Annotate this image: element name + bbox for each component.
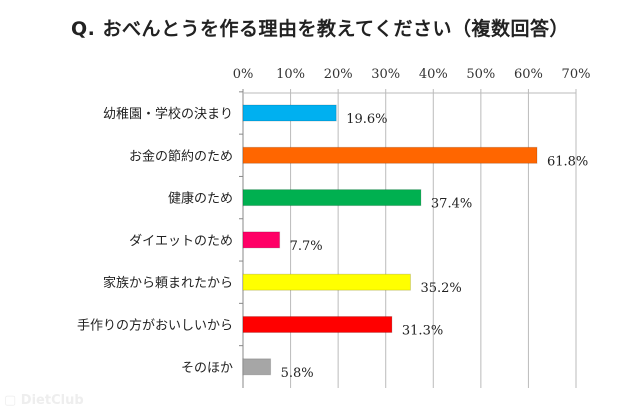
tick-label: 30% <box>371 67 400 82</box>
tick-label: 50% <box>466 67 495 82</box>
tick-label: 10% <box>276 67 305 82</box>
tick-label: 70% <box>562 67 591 82</box>
data-label: 5.8% <box>281 366 314 381</box>
bar <box>242 104 337 122</box>
data-label: 37.4% <box>431 197 472 212</box>
category-label: そのほか <box>181 361 233 376</box>
watermark-logo: ▢ DietClub <box>4 393 84 408</box>
bar <box>242 146 538 164</box>
bar <box>242 316 393 333</box>
category-label: 手作りの方がおいしいから <box>77 318 233 334</box>
data-label: 61.8% <box>547 154 588 169</box>
category-label: 家族から頼まれたから <box>103 275 233 291</box>
data-label: 19.6% <box>346 112 387 127</box>
tick-label: 40% <box>419 67 448 82</box>
tick-label: 60% <box>514 67 543 82</box>
category-label: 幼稚園・学校の決まり <box>103 106 233 122</box>
data-label: 7.7% <box>290 239 323 254</box>
tick-label: 20% <box>324 67 353 82</box>
category-label: 健康のため <box>168 191 233 207</box>
tick-label: 0% <box>233 67 254 82</box>
bar <box>242 273 411 291</box>
bar <box>242 358 272 376</box>
bar <box>242 231 281 249</box>
category-label: お金の節約のため <box>129 148 233 164</box>
data-label: 35.2% <box>420 281 461 296</box>
category-label: ダイエットのため <box>129 234 233 249</box>
bar <box>242 189 422 207</box>
chart-title: Q. おべんとうを作る理由を教えてください（複数回答） <box>71 18 569 40</box>
data-label: 31.3% <box>402 324 443 339</box>
